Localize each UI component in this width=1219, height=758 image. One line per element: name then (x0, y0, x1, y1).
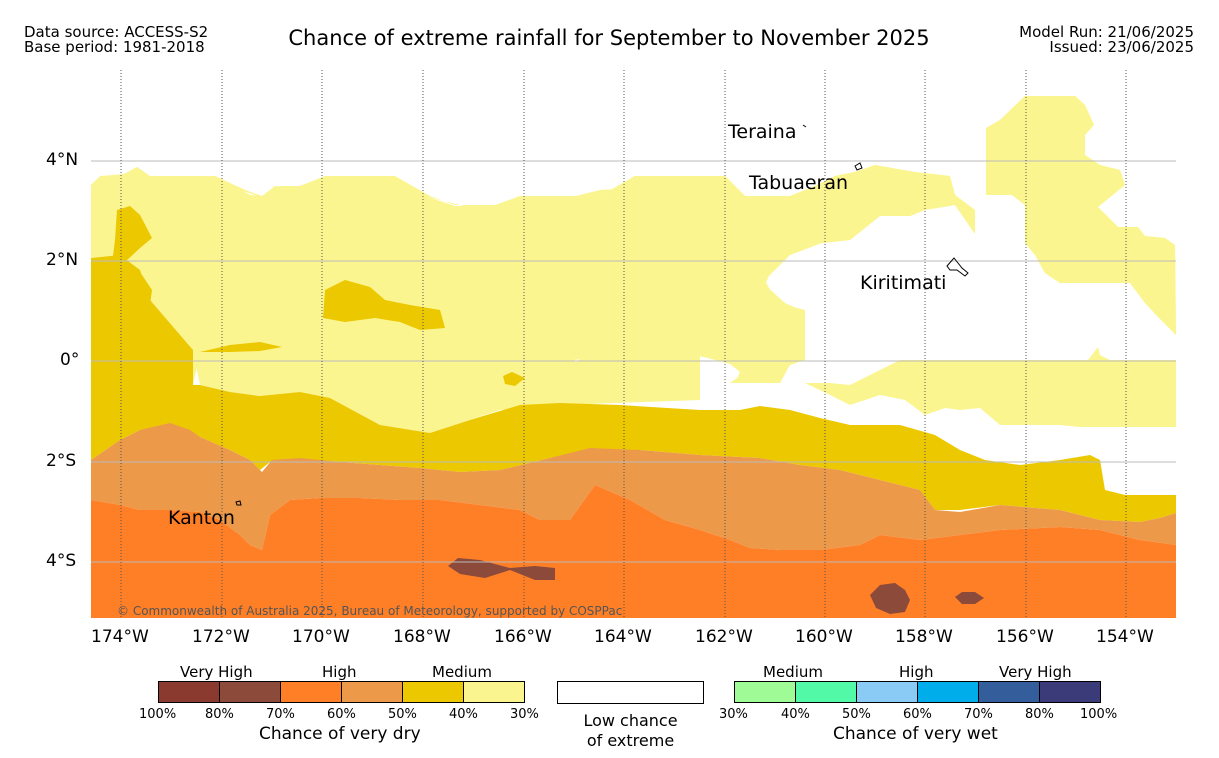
legend-wet-swatch-80-100 (1040, 681, 1101, 703)
lon-label-158w: 158°W (895, 627, 953, 647)
dry-50-60-region (91, 423, 1176, 550)
place-label-kiritimati: Kiritimati (860, 272, 947, 294)
legend-dry-tick-100: 100% (139, 707, 177, 722)
dry-40-50-strip (200, 342, 282, 352)
lon-label-154w: 154°W (1096, 627, 1154, 647)
legend-wet-tick-70: 70% (964, 707, 993, 722)
legend-wet-title: Chance of very wet (833, 724, 998, 744)
dry-40-50-blob-center (323, 280, 445, 330)
legend-wet-medium: Medium (763, 663, 823, 681)
legend-wet-tick-40: 40% (781, 707, 810, 722)
island-outlines (235, 124, 969, 506)
legend-wet-swatch-50-60 (857, 681, 918, 703)
place-label-tabuaeran: Tabuaeran (749, 172, 849, 194)
place-label-kanton: Kanton (168, 507, 235, 529)
legend-wet-tick-100: 100% (1080, 707, 1118, 722)
legend-dry-swatch-70-60 (281, 681, 342, 703)
dry-40-50-blob-small (503, 372, 525, 386)
place-label-teraina: Teraina (728, 121, 797, 143)
lon-label-160w: 160°W (795, 627, 853, 647)
legend-dry-tick-70: 70% (266, 707, 295, 722)
legend-wet-tick-60: 60% (903, 707, 932, 722)
lat-label-2s: 2°S (46, 451, 77, 471)
longitude-gridlines (120, 70, 1127, 618)
latitude-gridlines (91, 160, 1176, 563)
legend-dry-swatch-40-30 (464, 681, 525, 703)
legend-dry-tick-80: 80% (205, 707, 234, 722)
copyright-credit: © Commonwealth of Australia 2025, Bureau… (117, 604, 623, 618)
legend-dry-swatch-100-80 (158, 681, 220, 703)
legend-dry-swatch-60-50 (342, 681, 403, 703)
legend-wet-high: High (899, 663, 934, 681)
legend-dry-very-high: Very High (180, 663, 253, 681)
dry-40-50-blob-west (110, 206, 152, 315)
legend-wet-swatch-70-80 (979, 681, 1040, 703)
legend-dry-tick-60: 60% (327, 707, 356, 722)
dry-70-80-blob-2 (870, 583, 910, 614)
legend-low-chance-line2: of extreme (586, 731, 675, 750)
model-run-label: Model Run: 21/06/2025 (1019, 23, 1194, 41)
lat-label-4s: 4°S (46, 551, 77, 571)
lon-label-172w: 172°W (192, 627, 250, 647)
legend-dry-high: High (322, 663, 357, 681)
legend-wet-tick-50: 50% (842, 707, 871, 722)
lat-label-4n: 4°N (46, 150, 79, 170)
legend-dry-tick-30: 30% (510, 707, 539, 722)
legend-low-chance-swatch (557, 681, 704, 704)
tabuaeran-outline (854, 162, 863, 171)
lon-label-170w: 170°W (292, 627, 350, 647)
legend-wet-swatch-60-70 (918, 681, 979, 703)
lat-label-2n: 2°N (46, 250, 79, 270)
kanton-outline (235, 500, 242, 506)
lon-label-164w: 164°W (594, 627, 652, 647)
lon-label-156w: 156°W (996, 627, 1054, 647)
dry-30-40-east (745, 96, 1176, 427)
legend-low-chance-line1: Low chance (583, 711, 678, 730)
map-title: Chance of extreme rainfall for September… (288, 26, 930, 50)
dry-70-80-blob-1 (448, 558, 555, 580)
kiritimati-outline (946, 257, 969, 277)
lon-label-174w: 174°W (91, 627, 149, 647)
dry-40-50-region (91, 255, 1176, 522)
teraina-outline (802, 124, 807, 128)
dry-30-40-main (91, 167, 805, 433)
legend-dry-swatch-50-40 (403, 681, 464, 703)
rainfall-map (91, 70, 1176, 618)
lat-label-0: 0° (60, 350, 80, 370)
legend-wet-tick-80: 80% (1025, 707, 1054, 722)
legend-wet-very-high: Very High (999, 663, 1072, 681)
legend-dry-tick-40: 40% (449, 707, 478, 722)
dry-60-70-region (91, 485, 1176, 618)
legend-wet-swatch-30-40 (734, 681, 796, 703)
lon-label-168w: 168°W (393, 627, 451, 647)
legend-dry-title: Chance of very dry (259, 724, 421, 744)
legend-wet-swatch-40-50 (796, 681, 857, 703)
lon-label-162w: 162°W (695, 627, 753, 647)
dry-70-80-blob-3 (955, 592, 984, 604)
issued-label: Issued: 23/06/2025 (1049, 38, 1194, 56)
legend-dry-medium: Medium (432, 663, 492, 681)
data-source-label: Data source: ACCESS-S2 (24, 23, 209, 41)
legend-wet-tick-30: 30% (719, 707, 748, 722)
lon-label-166w: 166°W (494, 627, 552, 647)
legend-dry-swatch-80-70 (220, 681, 281, 703)
base-period-label: Base period: 1981-2018 (24, 38, 205, 56)
legend-dry-tick-50: 50% (388, 707, 417, 722)
